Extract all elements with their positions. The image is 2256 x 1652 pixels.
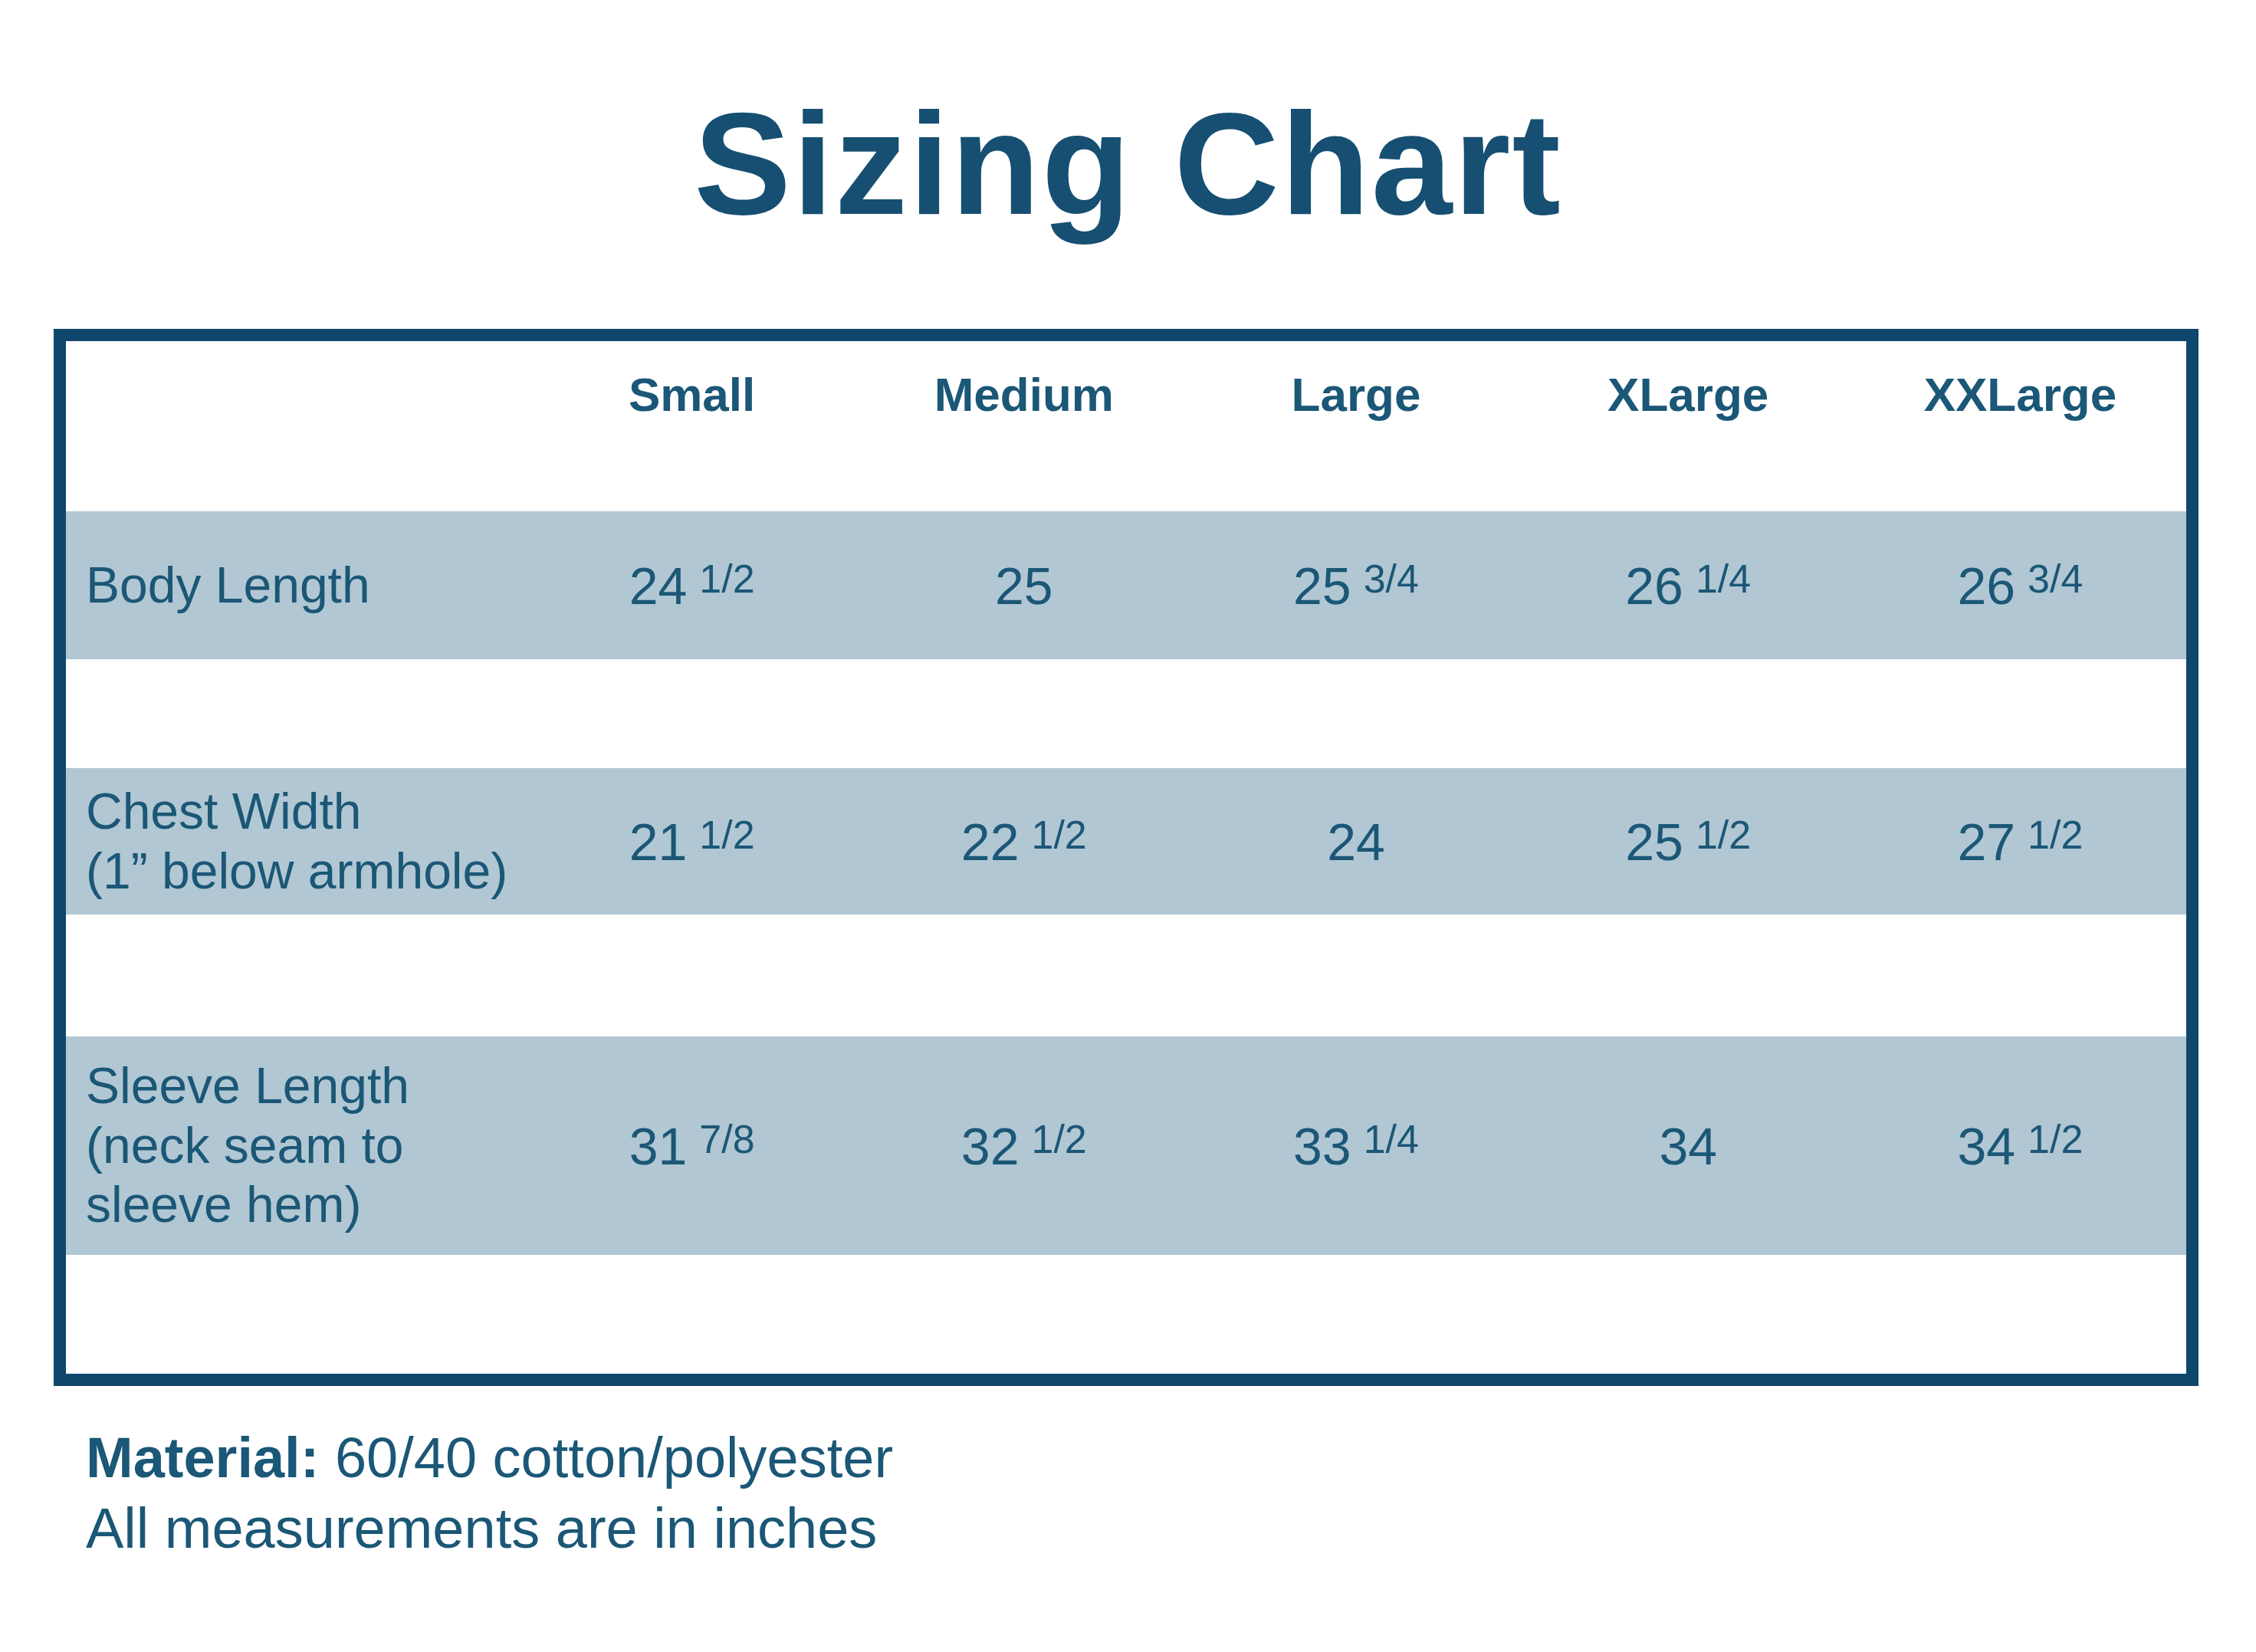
column-header-medium: Medium — [858, 367, 1190, 422]
value-int: 25 — [1293, 557, 1351, 615]
cell-body-length-large: 25 3/4 — [1190, 556, 1522, 616]
cell-chest-width-large: 24 — [1190, 812, 1522, 872]
value-fraction: 3/4 — [1364, 556, 1419, 602]
value-int: 24 — [629, 557, 688, 615]
row-label-line: Sleeve Length — [86, 1056, 526, 1116]
row-label-line: Chest Width — [86, 782, 526, 842]
value-int: 26 — [1957, 557, 2015, 615]
value-int: 26 — [1625, 557, 1683, 615]
value-int: 27 — [1957, 813, 2015, 871]
table-row-sleeve-length: Sleeve Length (neck seam to sleeve hem) … — [66, 1036, 2186, 1255]
value-fraction: 1/2 — [1696, 812, 1751, 858]
row-label-line: (neck seam to — [86, 1116, 526, 1176]
cell-sleeve-length-xlarge: 34 — [1522, 1116, 1854, 1176]
material-value: 60/40 cotton/polyester — [335, 1426, 893, 1489]
cell-body-length-small: 241/2 — [526, 556, 858, 616]
value-fraction: 3/4 — [2028, 556, 2083, 602]
value-int: 34 — [1659, 1117, 1717, 1175]
value-int: 32 — [961, 1117, 1020, 1175]
row-label-line: (1” below armhole) — [86, 842, 526, 902]
column-header-small: Small — [526, 367, 858, 422]
sizing-table: Small Medium Large XLarge XXLarge Body L… — [54, 329, 2199, 1386]
value-fraction: 1/4 — [1364, 1116, 1419, 1162]
value-int: 21 — [629, 813, 688, 871]
row-label-line: Body Length — [86, 556, 526, 616]
cell-sleeve-length-medium: 321/2 — [858, 1116, 1190, 1176]
table-header-row: Small Medium Large XLarge XXLarge — [66, 341, 2186, 511]
material-label: Material: — [86, 1426, 319, 1489]
value-int: 25 — [995, 557, 1053, 615]
row-spacer — [66, 1255, 2186, 1374]
material-line: Material: 60/40 cotton/polyester — [86, 1423, 893, 1493]
row-label-body-length: Body Length — [66, 556, 526, 616]
row-label-sleeve-length: Sleeve Length (neck seam to sleeve hem) — [66, 1056, 526, 1236]
value-fraction: 1/2 — [699, 556, 754, 602]
value-int: 22 — [961, 813, 1020, 871]
cell-sleeve-length-xxlarge: 34 1/2 — [1854, 1116, 2186, 1176]
value-fraction: 1/2 — [2028, 812, 2083, 858]
cell-chest-width-xlarge: 25 1/2 — [1522, 812, 1854, 872]
footer-notes: Material: 60/40 cotton/polyester All mea… — [86, 1423, 893, 1564]
table-row-chest-width: Chest Width (1” below armhole) 211/2 221… — [66, 768, 2186, 915]
value-fraction: 1/4 — [1696, 556, 1751, 602]
value-int: 25 — [1625, 813, 1683, 871]
value-fraction: 1/2 — [2028, 1116, 2083, 1162]
page-title: Sizing Chart — [0, 90, 2256, 236]
row-label-chest-width: Chest Width (1” below armhole) — [66, 782, 526, 902]
cell-chest-width-xxlarge: 27 1/2 — [1854, 812, 2186, 872]
sizing-chart-page: Sizing Chart Small Medium Large XLarge X… — [0, 0, 2256, 1652]
cell-chest-width-medium: 221/2 — [858, 812, 1190, 872]
cell-sleeve-length-large: 33 1/4 — [1190, 1116, 1522, 1176]
table-row-body-length: Body Length 241/2 25 25 3/4 26 1/4 26 3/4 — [66, 511, 2186, 659]
cell-chest-width-small: 211/2 — [526, 812, 858, 872]
value-fraction: 1/2 — [1031, 1116, 1086, 1162]
cell-body-length-medium: 25 — [858, 556, 1190, 616]
cell-body-length-xlarge: 26 1/4 — [1522, 556, 1854, 616]
row-spacer — [66, 659, 2186, 768]
column-header-xxlarge: XXLarge — [1854, 367, 2186, 422]
value-fraction: 1/2 — [699, 812, 754, 858]
cell-sleeve-length-small: 317/8 — [526, 1116, 858, 1176]
measurement-note: All measurements are in inches — [86, 1493, 893, 1564]
value-fraction: 7/8 — [699, 1116, 754, 1162]
column-header-large: Large — [1190, 367, 1522, 422]
value-int: 34 — [1957, 1117, 2015, 1175]
row-label-line: sleeve hem) — [86, 1175, 526, 1235]
column-header-xlarge: XLarge — [1522, 367, 1854, 422]
value-int: 24 — [1327, 813, 1385, 871]
value-fraction: 1/2 — [1031, 812, 1086, 858]
row-spacer — [66, 915, 2186, 1036]
value-int: 33 — [1293, 1117, 1351, 1175]
value-int: 31 — [629, 1117, 688, 1175]
cell-body-length-xxlarge: 26 3/4 — [1854, 556, 2186, 616]
